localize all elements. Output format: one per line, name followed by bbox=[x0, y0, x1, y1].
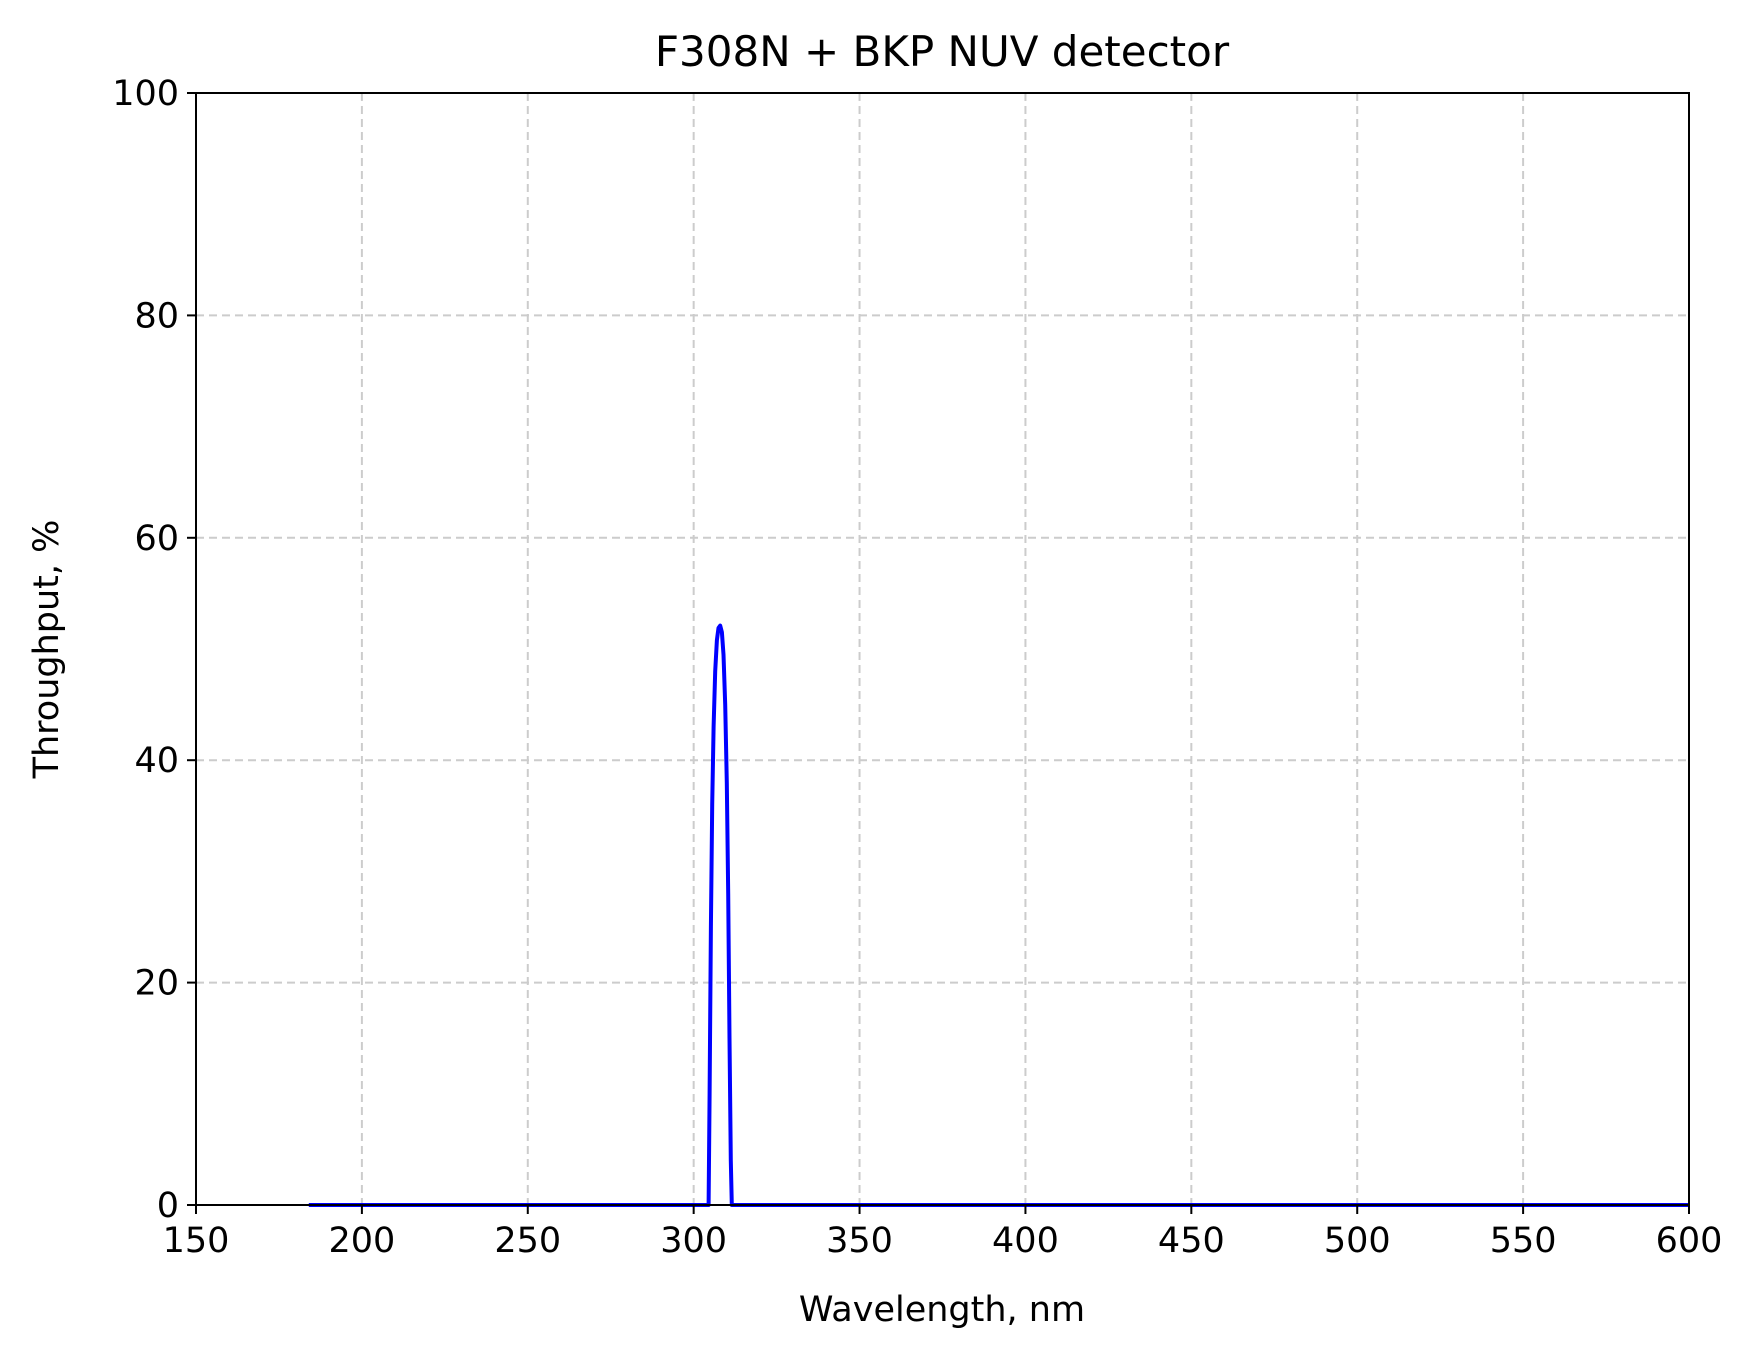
x-tick-label: 500 bbox=[1324, 1221, 1391, 1261]
x-tick-label: 300 bbox=[660, 1221, 727, 1261]
plot-frame bbox=[195, 92, 1690, 1206]
x-tick-label: 400 bbox=[992, 1221, 1059, 1261]
y-tick-label: 20 bbox=[134, 964, 179, 1004]
y-tick-label: 100 bbox=[112, 74, 179, 114]
x-axis-label: Wavelength, nm bbox=[799, 1290, 1085, 1330]
tick-layer: 150 200 250 300 350 400 450 500 550 600 0 20 40 60 80 1… bbox=[112, 74, 1722, 1261]
x-tick-label: 200 bbox=[328, 1221, 395, 1261]
series-layer bbox=[308, 623, 1689, 1207]
grid bbox=[196, 93, 1689, 1205]
y-tick-label: 0 bbox=[157, 1186, 179, 1226]
x-tick-label: 350 bbox=[826, 1221, 893, 1261]
x-tick-label: 550 bbox=[1490, 1221, 1557, 1261]
series-line-0 bbox=[308, 623, 1689, 1207]
x-tick-label: 150 bbox=[163, 1221, 230, 1261]
x-tick-label: 450 bbox=[1158, 1221, 1225, 1261]
chart-title: F308N + BKP NUV detector bbox=[655, 27, 1230, 76]
y-axis-label: Throughput, % bbox=[27, 520, 67, 780]
y-tick-label: 80 bbox=[134, 296, 179, 336]
x-tick-label: 600 bbox=[1656, 1221, 1723, 1261]
y-tick-label: 60 bbox=[134, 519, 179, 559]
y-tick-label: 40 bbox=[134, 741, 179, 781]
x-tick-label: 250 bbox=[494, 1221, 561, 1261]
